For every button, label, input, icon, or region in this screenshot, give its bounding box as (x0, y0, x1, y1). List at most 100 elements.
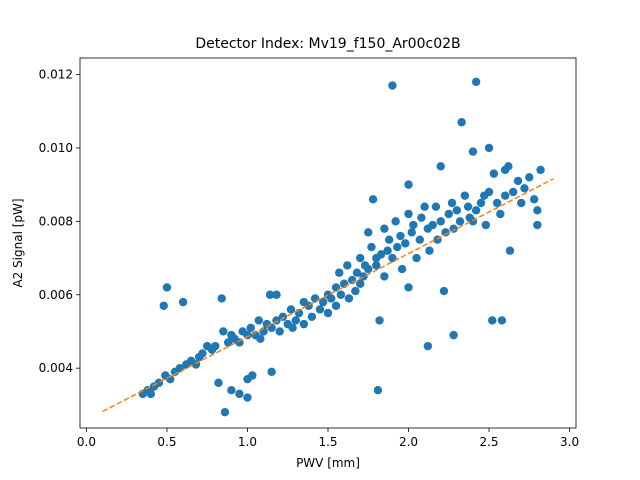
data-point (449, 330, 458, 340)
data-point (380, 272, 389, 281)
data-point (373, 385, 383, 395)
data-point (452, 206, 462, 215)
data-point (504, 162, 513, 171)
data-point (299, 319, 309, 329)
x-axis-label: PWV [mm] (296, 456, 360, 470)
data-point (404, 283, 413, 292)
data-point (351, 286, 360, 296)
data-point (310, 294, 320, 303)
data-point (291, 316, 300, 325)
data-point (265, 290, 275, 299)
data-point (243, 330, 252, 340)
y-axis: 0.004 0.006 0.008 0.010 0.012 (39, 68, 80, 375)
data-point (420, 202, 429, 211)
data-point (323, 308, 333, 318)
data-point (146, 389, 156, 399)
data-point (533, 206, 542, 215)
x-tick-label: 1.0 (238, 435, 257, 449)
data-point (428, 220, 437, 230)
data-point (409, 220, 418, 230)
data-point (412, 253, 421, 263)
data-point (364, 264, 373, 274)
x-tick-label: 2.5 (479, 435, 498, 449)
data-point (441, 228, 450, 237)
data-point (364, 228, 373, 237)
data-point (339, 279, 349, 288)
plot-area (102, 77, 554, 417)
data-point (367, 242, 376, 252)
data-point (376, 250, 386, 259)
data-point (214, 378, 223, 388)
data-point (227, 385, 236, 395)
data-point (404, 209, 413, 219)
data-point (315, 305, 325, 314)
data-point (497, 316, 507, 325)
data-point (529, 195, 539, 204)
data-point (380, 224, 389, 233)
data-point (162, 283, 172, 292)
data-point (318, 297, 328, 307)
data-point (484, 187, 494, 197)
data-point (444, 209, 453, 219)
data-point (476, 198, 486, 208)
data-point (248, 371, 257, 380)
data-point (505, 246, 515, 255)
data-point (397, 264, 407, 274)
data-point (372, 261, 381, 270)
data-point (488, 316, 497, 325)
x-tick-label: 2.0 (399, 435, 418, 449)
data-point (468, 147, 478, 156)
data-point (484, 143, 494, 153)
data-point (500, 191, 510, 200)
y-tick-label: 0.008 (39, 214, 73, 228)
data-point (327, 294, 336, 303)
data-point (288, 323, 297, 332)
data-point (356, 279, 365, 288)
x-axis: 0.0 0.5 1.0 1.5 2.0 2.5 3.0 (77, 428, 579, 449)
data-point (489, 169, 499, 178)
data-point (375, 316, 384, 325)
data-point (536, 165, 545, 175)
data-point (508, 187, 518, 197)
data-point (423, 341, 433, 351)
data-point (407, 228, 416, 237)
data-point (275, 327, 284, 336)
data-point (471, 77, 481, 87)
data-point (256, 334, 265, 344)
data-point (425, 246, 434, 255)
x-tick-label: 0.5 (157, 435, 176, 449)
data-point (272, 290, 281, 299)
data-point (235, 389, 244, 399)
data-point (463, 202, 473, 211)
data-point (517, 198, 526, 208)
data-point (388, 81, 397, 90)
data-point (481, 220, 491, 230)
data-point (331, 301, 341, 310)
data-point (384, 235, 394, 244)
data-point (496, 209, 505, 219)
data-point (246, 323, 255, 332)
data-point (336, 290, 346, 299)
data-point (404, 180, 413, 189)
data-point (219, 327, 228, 336)
data-point (439, 286, 449, 296)
x-tick-label: 0.0 (77, 435, 96, 449)
data-point (533, 220, 542, 230)
data-point (449, 224, 458, 233)
data-point (267, 367, 276, 377)
data-point (368, 195, 378, 204)
data-point (211, 341, 220, 351)
data-point (352, 268, 362, 277)
data-point (455, 217, 465, 226)
data-point (525, 173, 534, 182)
data-point (393, 242, 402, 252)
data-point (217, 294, 226, 303)
data-point (383, 246, 392, 255)
data-point (243, 393, 252, 402)
data-point (520, 184, 529, 193)
y-tick-label: 0.012 (39, 68, 73, 82)
data-point (331, 283, 341, 292)
data-point (254, 316, 263, 325)
y-axis-label: A2 Signal [pW] (11, 198, 25, 287)
data-point (417, 213, 426, 222)
